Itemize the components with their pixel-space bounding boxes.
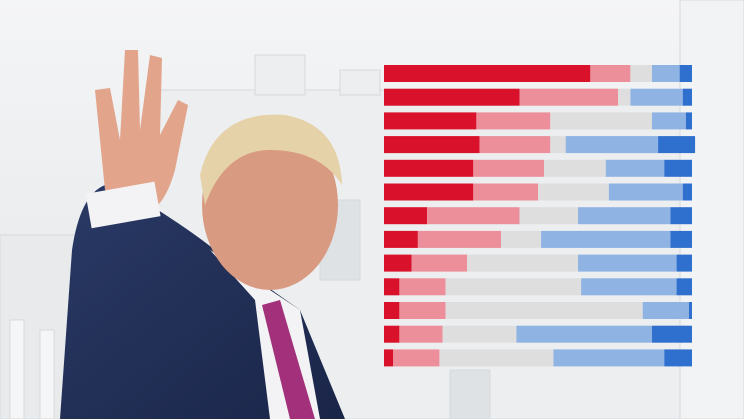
- bar-segment: [467, 254, 579, 272]
- bar-segment: [581, 278, 677, 296]
- bar-segment: [553, 349, 665, 367]
- bar-segment: [384, 136, 480, 154]
- bar-segment: [476, 112, 551, 130]
- bar-segment: [658, 136, 696, 154]
- bar-segment: [618, 88, 631, 106]
- bar-segment: [427, 207, 520, 225]
- bar-segment: [384, 349, 394, 367]
- bar-segment: [501, 230, 542, 248]
- bar-segment: [550, 136, 566, 154]
- bar-segment: [688, 302, 692, 319]
- bar-segment: [384, 278, 400, 296]
- bar-segment: [445, 278, 582, 296]
- bar-segment: [578, 254, 677, 272]
- bar-segment: [384, 112, 477, 130]
- bar-segment: [384, 325, 400, 343]
- bar-segment: [473, 183, 538, 201]
- bar-segment: [664, 349, 692, 367]
- bar-segment: [550, 112, 652, 130]
- bar-segment: [679, 65, 692, 82]
- bar-segment: [670, 230, 692, 248]
- bar-segment: [384, 159, 474, 177]
- bar-segment: [608, 183, 683, 201]
- bar-segment: [664, 159, 692, 177]
- bar-segment: [590, 65, 631, 82]
- bar-segment: [384, 65, 591, 82]
- bar-segment: [384, 183, 474, 201]
- bar-segment: [384, 230, 418, 248]
- bar-segment: [384, 302, 400, 319]
- bar-segment: [393, 349, 440, 367]
- bar-segment: [399, 325, 443, 343]
- bar-segment: [442, 325, 517, 343]
- bar-segment: [651, 65, 680, 82]
- bar-segment: [630, 65, 652, 82]
- bar-segment: [630, 88, 683, 106]
- bar-segment: [578, 207, 671, 225]
- bar-segment: [541, 230, 671, 248]
- bar-segment: [682, 88, 692, 106]
- bar-segment: [519, 207, 579, 225]
- bar-segment: [682, 183, 692, 201]
- bar-segment: [565, 136, 659, 154]
- bar-segment: [399, 302, 446, 319]
- bar-segment: [384, 88, 520, 106]
- bar-segment: [676, 254, 692, 272]
- bar-segment: [384, 254, 412, 272]
- bar-segment: [384, 207, 428, 225]
- bar-segment: [417, 230, 502, 248]
- bar-segment: [479, 136, 551, 154]
- bar-segment: [685, 112, 692, 130]
- stacked-bars: [384, 65, 696, 367]
- bar-segment: [642, 302, 689, 319]
- bar-segment: [519, 88, 619, 106]
- bar-segment: [473, 159, 545, 177]
- bar-segment: [670, 207, 692, 225]
- person: [60, 50, 345, 419]
- bar-segment: [411, 254, 468, 272]
- bar-segment: [399, 278, 446, 296]
- bar-segment: [605, 159, 665, 177]
- bar-segment: [651, 325, 692, 343]
- bar-segment: [445, 302, 643, 319]
- bar-segment: [439, 349, 554, 367]
- bar-segment: [516, 325, 652, 343]
- bar-segment: [544, 159, 606, 177]
- bar-segment: [676, 278, 692, 296]
- bar-segment: [651, 112, 686, 130]
- bar-segment: [538, 183, 609, 201]
